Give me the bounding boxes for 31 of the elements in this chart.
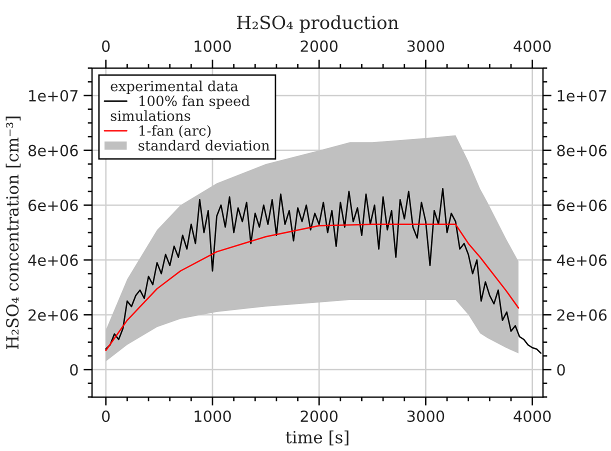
x-tick-label: 0	[102, 410, 110, 422]
x-tick-label: 4000	[514, 410, 551, 422]
y-tick-label: 0	[70, 364, 78, 376]
annotation: simulations	[110, 110, 190, 122]
y2-tick-label: 8e+06	[557, 144, 607, 156]
line-series	[105, 224, 520, 352]
legend-label: 1-fan (arc)	[140, 125, 211, 138]
y2-tick-label: 4e+06	[556, 254, 607, 266]
chart-title: H₂SO₄ production	[236, 15, 399, 33]
x2-tick-label: 4000	[514, 40, 551, 52]
x2-tick-label: 0	[102, 40, 110, 52]
y2-tick-label: 1e+07	[558, 90, 606, 102]
x-tick-label: 1000	[194, 410, 231, 422]
x-axis-title: time [s]	[286, 430, 348, 446]
x2-tick-label: 2000	[300, 40, 338, 52]
x2-tick-label: 3000	[407, 40, 444, 52]
y-tick-label: 4e+06	[28, 254, 78, 266]
x2-tick-label: 1000	[194, 40, 231, 52]
y-tick-label: 6e+06	[28, 200, 78, 212]
y2-tick-label: 6e+06	[557, 200, 607, 212]
annotation: standard deviation	[138, 140, 270, 151]
y2-tick-label: 0	[557, 364, 565, 376]
y-axis-title: H₂SO₄ concentration [cm⁻³]	[6, 116, 21, 349]
legend-label: 100% fan speed	[140, 95, 250, 109]
x-tick-label: 3000	[407, 410, 444, 422]
annotation: experimental data	[110, 80, 238, 94]
y2-tick-label: 2e+06	[557, 309, 607, 321]
y-tick-label: 2e+06	[28, 309, 78, 321]
x-tick-label: 2000	[300, 410, 338, 422]
y-tick-label: 1e+07	[29, 90, 78, 102]
y-tick-label: 8e+06	[28, 144, 78, 156]
